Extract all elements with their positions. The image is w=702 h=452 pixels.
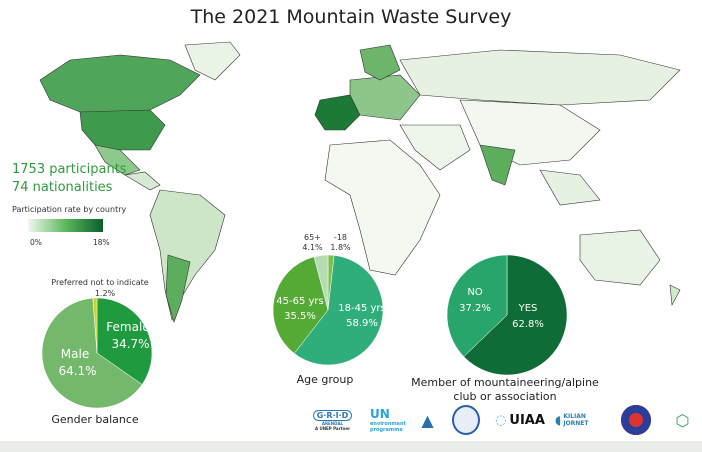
grid-arendal-logo: G·R·I·D ARENDAL A UNEP Partner (305, 405, 360, 435)
country-africa (324, 139, 441, 276)
un-environment-logo: UN environment programme (370, 407, 406, 433)
gender-caption: Gender balance (51, 413, 139, 426)
country-russia (399, 49, 681, 106)
pie-slice-preferred-not-to-indicate (92, 297, 98, 354)
pref-label: Preferred not to indicate (51, 278, 149, 287)
age-pie (272, 254, 384, 366)
legend-max: 18% (93, 238, 110, 247)
pref-value: 1.2% (94, 289, 116, 298)
pie-slice-65- (313, 254, 329, 311)
page-title: The 2021 Mountain Waste Survey (190, 6, 512, 28)
age-under18-value: 1.8% (330, 243, 351, 252)
male-value: 64.1% (58, 364, 97, 378)
country-greenland (184, 41, 241, 81)
world-map (39, 41, 681, 323)
kilian-jornet-logo: ◖ KILIAN JORNET (555, 413, 589, 427)
member-caption-2: club or association (453, 390, 557, 403)
male-label: Male (60, 347, 90, 361)
gender-pie (41, 297, 153, 409)
country-scandinavia (359, 44, 401, 81)
age-65-label: 65+ (304, 233, 321, 242)
member-no-label: NO (467, 287, 483, 298)
seal-logo (452, 405, 480, 435)
age-under18-label: -18 (333, 233, 348, 242)
country-canada (39, 54, 201, 116)
pie-slice-45-65-yrs (272, 256, 329, 354)
age-65-value: 4.1% (302, 243, 323, 252)
member-yes-label: YES (518, 303, 538, 314)
country-australia (579, 229, 661, 286)
nationalities-count: 74 nationalities (12, 180, 113, 195)
pie-slice-female (96, 297, 153, 385)
country-europe (349, 74, 421, 121)
member-caption-1: Member of mountaineering/alpine (411, 376, 599, 389)
mountains-logo: ▲ (421, 410, 434, 430)
country-mexico (94, 144, 141, 176)
age-45-65-value: 35.5% (284, 311, 316, 322)
age-caption: Age group (296, 373, 354, 386)
uiaa-logo: ◌ UIAA (495, 412, 545, 428)
legend-min: 0% (30, 238, 42, 247)
age-45-65-label: 45-65 yrs (276, 296, 324, 307)
country-argentina (165, 254, 191, 323)
female-label: Female (106, 320, 150, 334)
pie-slice-male (41, 297, 143, 409)
country-middle-east (399, 124, 471, 171)
country-new-zealand (669, 284, 681, 307)
country-central-america (124, 171, 161, 191)
participants-count: 1753 participants (12, 162, 127, 177)
legend-title: Participation rate by country (12, 205, 127, 214)
member-no-value: 37.2% (459, 303, 491, 314)
footer-strip (0, 441, 702, 452)
conventions-logo: ⬡ (675, 410, 690, 430)
member-yes-value: 62.8% (512, 319, 544, 330)
age-18-45-value: 58.9% (346, 318, 378, 329)
country-southeast-asia (539, 169, 601, 206)
country-india (479, 144, 516, 186)
pie-slice-18-45-yrs (293, 255, 384, 366)
club-seal-logo (620, 405, 652, 435)
age-18-45-label: 18-45 yrs (338, 303, 386, 314)
pie-slice-no (446, 254, 508, 357)
pie-slice-yes (463, 254, 568, 376)
female-value: 34.7% (111, 337, 150, 351)
member-pie (446, 254, 568, 376)
country-usa (79, 109, 166, 151)
legend-gradient (28, 219, 103, 232)
